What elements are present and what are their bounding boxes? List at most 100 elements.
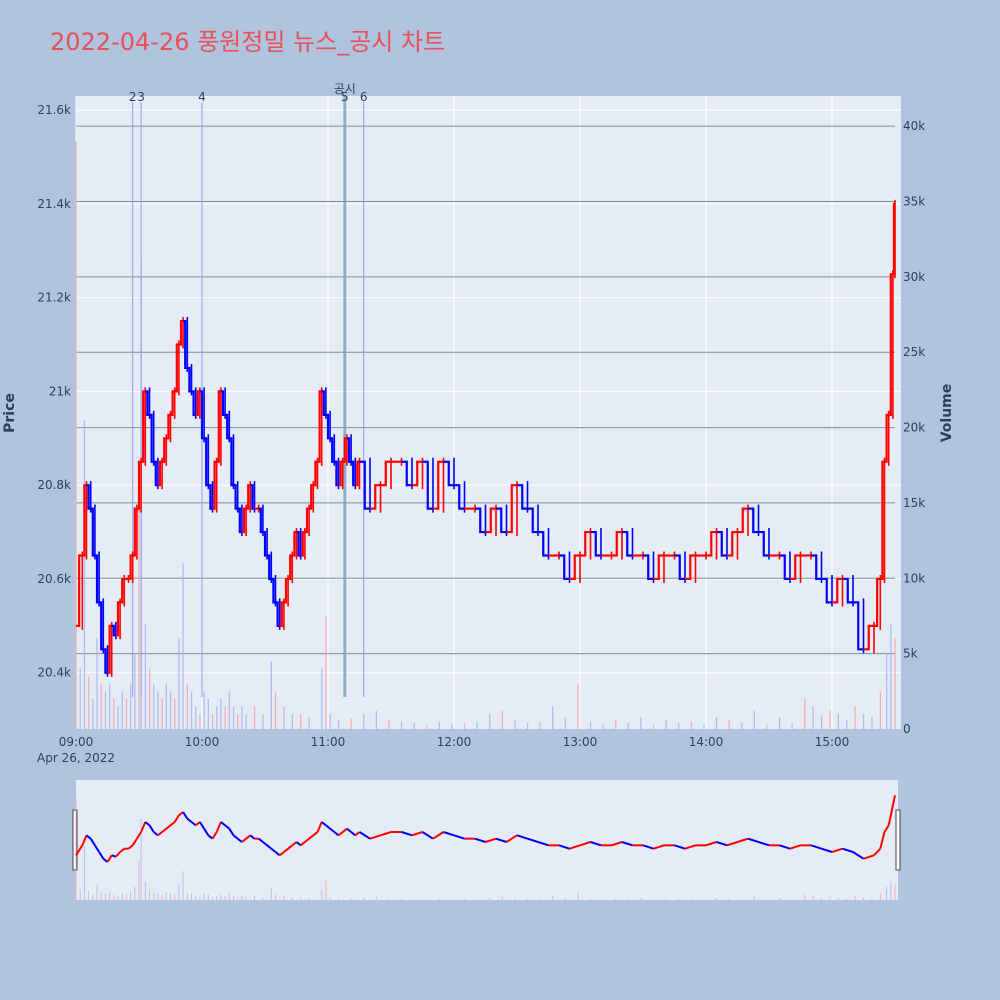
mini-volume-bar [237,897,239,900]
volume-bar [220,698,222,729]
price-segment [346,437,352,463]
volume-bar [153,683,155,729]
mini-volume-bar [140,818,142,900]
price-segment [237,507,242,534]
mini-price-segment [199,821,205,830]
price-segment [355,460,360,487]
volume-bar [329,713,331,729]
volume-bar [270,661,272,729]
mini-price-segment [173,814,180,823]
volume-bar [640,716,642,729]
price-segment [590,530,601,557]
mini-volume-bar [829,896,831,900]
mini-volume-bar [338,898,339,900]
volume-tick-label: 20k [903,421,925,435]
volume-bar [117,706,119,729]
mini-volume-bar [653,899,654,900]
price-segment [863,624,874,651]
price-segment [351,460,356,487]
y-axis-title-right: Volume [939,384,955,443]
mini-volume-bar [753,896,755,900]
price-segment [643,554,654,581]
volume-bar [894,638,896,729]
volume-bar [232,706,235,729]
mini-volume-bar [104,893,106,900]
price-segment [359,460,370,510]
rangeslider-right-handle[interactable] [895,809,901,871]
mini-volume-bar [125,894,127,900]
volume-bar [829,710,831,729]
volume-bar [241,706,243,729]
chart-title: 2022-04-26 풍원정밀 뉴스_공시 차트 [50,28,446,56]
mini-volume-bar [564,897,566,900]
volume-bar [703,724,705,729]
rangeslider-preview [75,795,896,900]
mini-price-segment [237,837,243,843]
price-segment [191,390,196,416]
volume-bar [211,713,214,729]
price-segment [888,273,893,416]
price-segment [94,554,100,604]
mini-price-segment [106,854,113,863]
mini-price-segment [779,844,791,850]
rangeslider-left-handle[interactable] [72,809,78,871]
volume-bar [577,683,579,729]
mini-volume-bar [879,893,881,900]
mini-volume-bar [325,880,327,900]
mini-price-segment [346,827,352,833]
volume-bar [753,710,755,729]
x-tick-label: 13:00 [563,735,598,749]
volume-bar [125,698,128,729]
volume-bar [262,713,264,729]
rangeslider-area[interactable] [76,780,898,900]
price-segment [279,601,284,627]
mini-price-segment [401,831,413,837]
volume-bar [615,719,617,729]
mini-price-segment [887,805,894,826]
mini-volume-bar [766,899,768,900]
volume-bar [741,722,743,729]
mini-volume-bar [83,846,85,900]
mini-price-segment [758,841,770,847]
mini-volume-bar [157,893,159,900]
price-segment [153,460,158,487]
mini-volume-bar [329,897,331,900]
mini-price-segment [94,844,100,853]
volume-bar [199,713,201,729]
volume-bar [804,698,806,729]
volume-bar [274,691,277,729]
price-segment [275,601,280,627]
price-tick-label: 21.4k [37,197,71,211]
mini-price-segment [169,821,176,827]
price-segment [149,413,154,463]
price-segment [727,530,738,557]
price-segment [622,530,633,557]
volume-bar [109,683,111,729]
price-segment [170,390,175,416]
mini-price-segment [249,834,256,840]
volume-bar [489,713,491,729]
volume-bar [665,719,667,729]
mini-price-segment [821,847,833,853]
volume-tick-label: 40k [903,119,925,133]
mini-price-segment [85,834,92,840]
volume-bar [778,716,781,729]
x-tick-label: 15:00 [815,735,850,749]
news-label: 5 [341,90,349,104]
volume-bar [195,706,197,729]
mini-price-segment [569,844,581,850]
mini-volume-bar [233,896,234,900]
volume-bar [174,698,176,729]
volume-bar [161,698,163,729]
mini-price-segment [716,841,728,847]
price-segment [779,554,790,581]
mini-volume-bar [300,897,302,900]
mini-volume-bar [79,889,81,900]
volume-bar [224,706,226,729]
mini-price-segment [131,838,138,846]
price-segment [443,460,454,487]
mini-volume-bar [165,892,167,900]
mini-volume-bar [291,897,293,900]
price-segment [380,460,391,487]
